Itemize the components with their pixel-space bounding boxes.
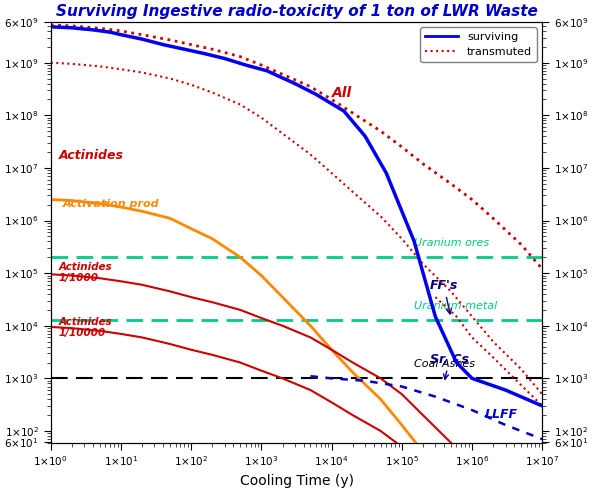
- Title: Surviving Ingestive radio-toxicity of 1 ton of LWR Waste: Surviving Ingestive radio-toxicity of 1 …: [56, 4, 537, 19]
- Legend: surviving, transmuted: surviving, transmuted: [420, 27, 537, 62]
- Text: Uranium metal: Uranium metal: [414, 301, 498, 310]
- Text: LLFF: LLFF: [484, 407, 517, 421]
- Text: FF's: FF's: [430, 279, 458, 314]
- Text: Uranium ores: Uranium ores: [414, 238, 489, 248]
- Text: Coal Ashes: Coal Ashes: [414, 359, 475, 369]
- X-axis label: Cooling Time (y): Cooling Time (y): [240, 474, 353, 488]
- Text: Actinides
1/10000: Actinides 1/10000: [59, 317, 113, 338]
- Text: Sr, Cs: Sr, Cs: [430, 353, 468, 379]
- Text: Activation prod: Activation prod: [63, 199, 160, 209]
- Text: Actinides: Actinides: [59, 149, 124, 162]
- Text: All: All: [331, 86, 352, 100]
- Text: Actinides
1/1000: Actinides 1/1000: [59, 263, 113, 283]
